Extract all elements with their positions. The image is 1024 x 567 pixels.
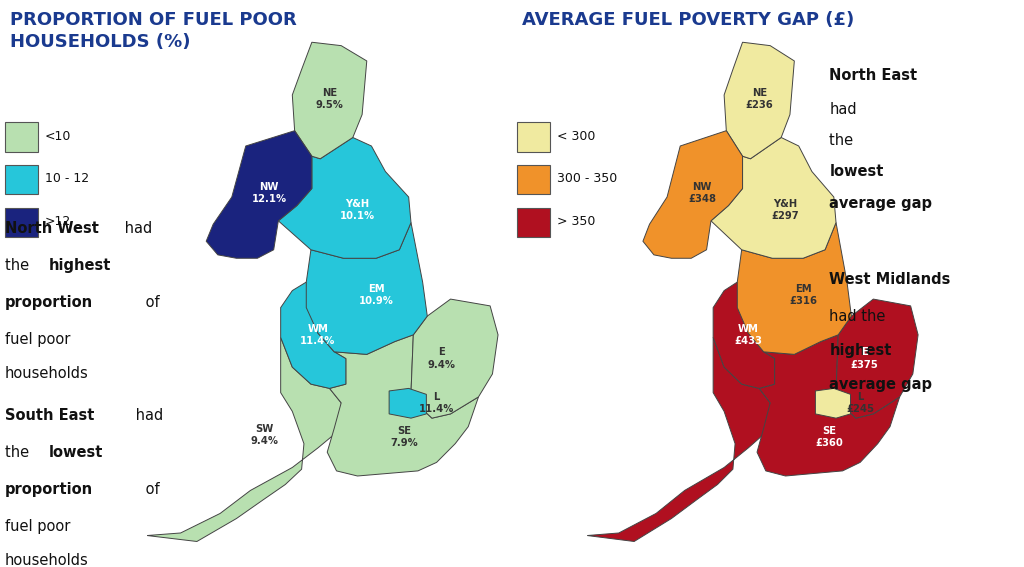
Text: SE
7.9%: SE 7.9% [390, 426, 418, 448]
Text: SE
£360: SE £360 [815, 426, 844, 448]
Polygon shape [411, 299, 498, 418]
Text: fuel poor: fuel poor [5, 519, 71, 534]
Bar [5, 122, 39, 152]
Text: South East: South East [5, 408, 94, 423]
Bar [5, 165, 39, 194]
Text: North East: North East [829, 68, 918, 83]
Polygon shape [281, 282, 346, 388]
Text: lowest: lowest [829, 164, 884, 179]
Polygon shape [737, 222, 851, 354]
Bar [517, 122, 551, 152]
Text: NE
£236: NE £236 [745, 88, 773, 111]
Text: 10 - 12: 10 - 12 [45, 172, 89, 185]
Text: lowest: lowest [49, 445, 103, 460]
Polygon shape [279, 137, 411, 259]
Text: 300 - 350: 300 - 350 [557, 172, 617, 185]
Text: >12: >12 [45, 215, 72, 227]
Text: households: households [5, 553, 89, 567]
Text: the: the [5, 445, 34, 460]
Text: SW
9.4%: SW 9.4% [251, 424, 279, 446]
Text: Y&H
10.1%: Y&H 10.1% [340, 198, 375, 221]
Text: West Midlands: West Midlands [829, 272, 951, 287]
Text: North West: North West [5, 221, 99, 236]
Text: > 350: > 350 [557, 215, 595, 227]
Polygon shape [587, 337, 772, 541]
Text: of: of [141, 482, 160, 497]
Text: WM
£433: WM £433 [734, 324, 762, 346]
Text: PROPORTION OF FUEL POOR
HOUSEHOLDS (%): PROPORTION OF FUEL POOR HOUSEHOLDS (%) [10, 11, 297, 51]
Polygon shape [306, 222, 427, 354]
Polygon shape [206, 131, 312, 259]
Bar [5, 208, 39, 237]
Text: Y&H
£297: Y&H £297 [772, 198, 800, 221]
Text: <10: <10 [45, 130, 72, 142]
Text: average gap: average gap [829, 196, 933, 210]
Bar [517, 165, 551, 194]
Polygon shape [389, 388, 426, 418]
Text: had the: had the [829, 309, 891, 324]
Text: had: had [829, 102, 857, 117]
Text: SW
£369: SW £369 [684, 424, 712, 446]
Text: AVERAGE FUEL POVERTY GAP (£): AVERAGE FUEL POVERTY GAP (£) [522, 11, 854, 29]
Text: NW
£348: NW £348 [688, 181, 716, 204]
Text: E
£375: E £375 [851, 348, 879, 370]
Text: had: had [121, 221, 153, 236]
Text: E
9.4%: E 9.4% [427, 348, 456, 370]
Text: proportion: proportion [5, 295, 93, 310]
Text: fuel poor: fuel poor [5, 332, 71, 346]
Text: of: of [141, 295, 160, 310]
Text: L
£245: L £245 [846, 392, 874, 414]
Text: households: households [5, 366, 89, 380]
Polygon shape [147, 337, 343, 541]
Text: proportion: proportion [5, 482, 93, 497]
Polygon shape [713, 282, 774, 388]
Polygon shape [836, 299, 919, 418]
Polygon shape [724, 43, 795, 159]
Text: WM
11.4%: WM 11.4% [300, 324, 336, 346]
Polygon shape [757, 335, 900, 476]
Text: the: the [829, 133, 858, 148]
Text: highest: highest [49, 258, 111, 273]
Text: < 300: < 300 [557, 130, 595, 142]
Polygon shape [328, 335, 478, 476]
Text: average gap: average gap [829, 377, 933, 392]
Text: L
11.4%: L 11.4% [419, 392, 455, 414]
Bar [517, 208, 551, 237]
Polygon shape [292, 43, 367, 159]
Polygon shape [815, 388, 851, 418]
Text: had: had [131, 408, 163, 423]
Text: EM
10.9%: EM 10.9% [358, 284, 393, 306]
Text: NW
12.1%: NW 12.1% [252, 181, 287, 204]
Text: NE
9.5%: NE 9.5% [315, 88, 343, 111]
Text: EM
£316: EM £316 [790, 284, 817, 306]
Text: the: the [5, 258, 34, 273]
Text: highest: highest [829, 343, 892, 358]
Polygon shape [643, 131, 742, 259]
Polygon shape [711, 137, 836, 259]
